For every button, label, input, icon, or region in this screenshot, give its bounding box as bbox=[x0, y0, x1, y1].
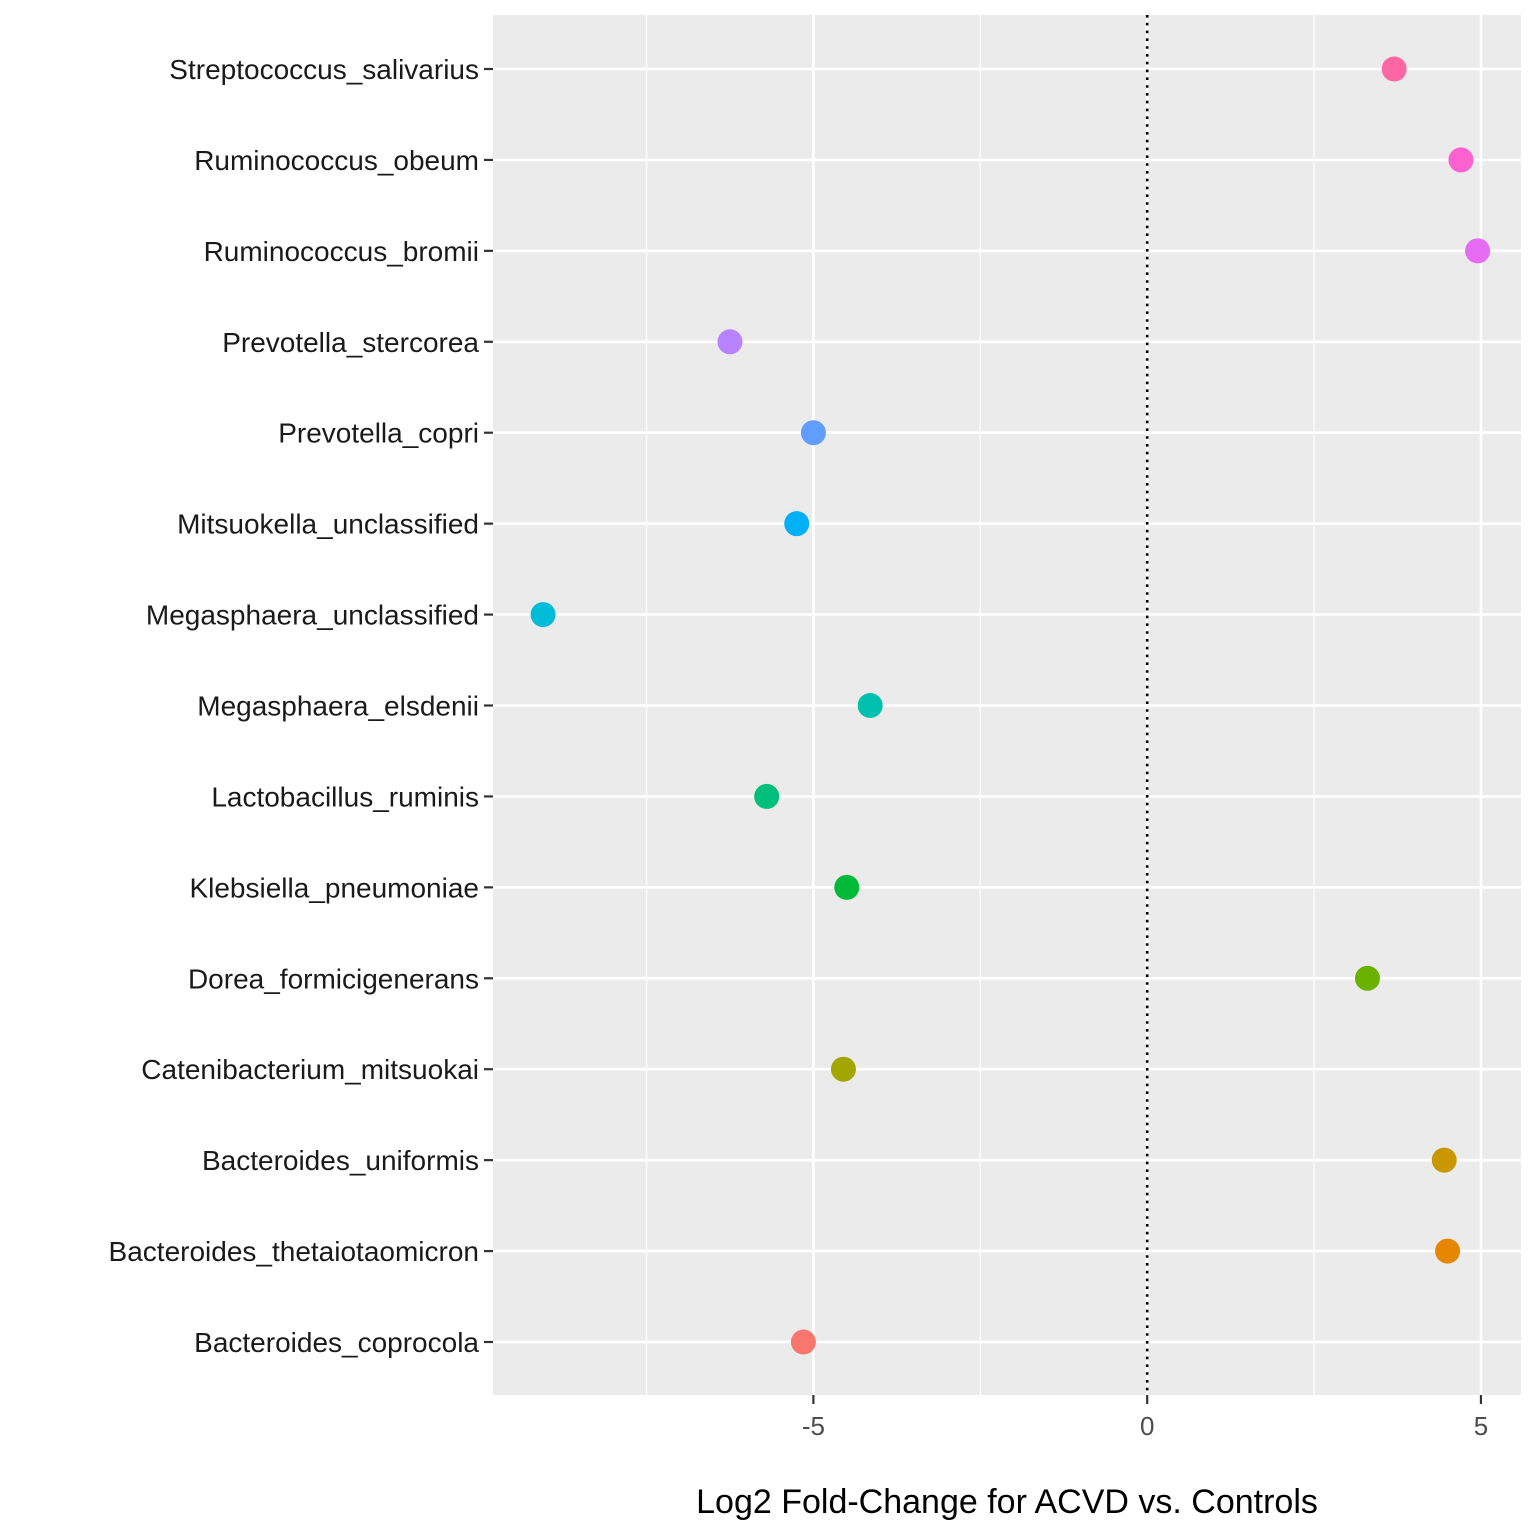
data-point-ruminococcus-bromii bbox=[1465, 238, 1491, 264]
y-tick-label: Megasphaera_unclassified bbox=[146, 600, 479, 631]
x-axis: -5 0 5 bbox=[802, 1395, 1488, 1441]
data-point-prevotella-stercorea bbox=[717, 329, 743, 355]
x-tick-label: -5 bbox=[802, 1411, 825, 1441]
data-point-bacteroides-uniformis bbox=[1431, 1147, 1457, 1173]
y-tick-label: Bacteroides_thetaiotaomicron bbox=[109, 1236, 479, 1267]
data-point-ruminococcus-obeum bbox=[1448, 147, 1474, 173]
data-point-klebsiella-pneumoniae bbox=[834, 874, 860, 900]
y-tick-label: Dorea_formicigenerans bbox=[188, 963, 479, 994]
y-tick-label: Bacteroides_coprocola bbox=[194, 1327, 479, 1358]
data-point-prevotella-copri bbox=[800, 420, 826, 446]
data-point-streptococcus-salivarius bbox=[1381, 56, 1407, 82]
y-tick-label: Catenibacterium_mitsuokai bbox=[141, 1054, 479, 1085]
y-tick-label: Mitsuokella_unclassified bbox=[177, 509, 479, 540]
y-axis: Bacteroides_coprocola Bacteroides_thetaio… bbox=[109, 54, 493, 1358]
data-point-bacteroides-thetaiotaomicron bbox=[1435, 1238, 1461, 1264]
data-point-bacteroides-coprocola bbox=[790, 1329, 816, 1355]
data-point-dorea-formicigenerans bbox=[1354, 965, 1380, 991]
x-tick-label: 0 bbox=[1140, 1411, 1154, 1441]
data-point-megasphaera-elsdenii bbox=[857, 693, 883, 718]
y-tick-label: Prevotella_copri bbox=[278, 418, 479, 449]
y-tick-label: Megasphaera_elsdenii bbox=[197, 691, 479, 722]
major-gridlines bbox=[493, 15, 1521, 1395]
data-point-megasphaera-unclassified bbox=[530, 602, 556, 628]
y-tick-label: Bacteroides_uniformis bbox=[202, 1145, 479, 1176]
y-tick-label: Lactobacillus_ruminis bbox=[211, 781, 479, 812]
data-point-mitsuokella-unclassified bbox=[784, 511, 810, 537]
x-tick-label: 5 bbox=[1474, 1411, 1488, 1441]
data-points bbox=[530, 56, 1491, 1355]
x-axis-title: Log2 Fold-Change for ACVD vs. Controls bbox=[696, 1483, 1318, 1521]
data-point-catenibacterium-mitsuokai bbox=[830, 1056, 856, 1082]
data-point-lactobacillus-ruminis bbox=[754, 783, 780, 809]
y-tick-label: Ruminococcus_bromii bbox=[204, 236, 479, 267]
y-tick-label: Klebsiella_pneumoniae bbox=[189, 872, 479, 903]
y-tick-label: Prevotella_stercorea bbox=[222, 327, 479, 358]
y-tick-label: Ruminococcus_obeum bbox=[194, 145, 479, 176]
y-tick-label: Streptococcus_salivarius bbox=[169, 54, 479, 85]
